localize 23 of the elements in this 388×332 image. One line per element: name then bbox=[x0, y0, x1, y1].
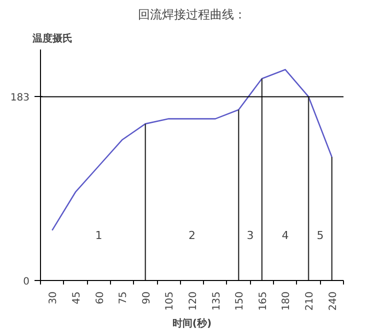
x-tick-label: 180 bbox=[281, 291, 292, 311]
x-tick-label: 75 bbox=[118, 291, 130, 304]
annotation: 1 bbox=[95, 228, 102, 242]
x-tick-label: 120 bbox=[188, 291, 199, 311]
y-tick-label: 0 bbox=[23, 276, 30, 288]
x-tick-label: 45 bbox=[71, 291, 82, 304]
y-axis-title: 温度摄氏 bbox=[32, 32, 72, 44]
x-tick-label: 135 bbox=[211, 291, 222, 311]
x-tick-label: 165 bbox=[258, 291, 269, 311]
chart-title: 回流焊接过程曲线： bbox=[138, 8, 246, 22]
x-tick-label: 30 bbox=[48, 291, 60, 304]
x-tick-label: 60 bbox=[94, 291, 106, 304]
annotation: 2 bbox=[188, 228, 196, 242]
x-tick-label: 90 bbox=[141, 291, 152, 304]
x-tick-label: 150 bbox=[234, 291, 246, 311]
y-tick-label: 183 bbox=[10, 92, 30, 104]
x-tick-label: 240 bbox=[328, 291, 339, 311]
x-tick-label: 210 bbox=[304, 291, 316, 311]
annotation: 4 bbox=[282, 228, 289, 242]
x-tick-label: 105 bbox=[164, 291, 176, 311]
x-axis-title: 时间(秒) bbox=[172, 318, 212, 330]
annotation: 5 bbox=[316, 228, 324, 242]
annotation: 3 bbox=[246, 228, 254, 242]
